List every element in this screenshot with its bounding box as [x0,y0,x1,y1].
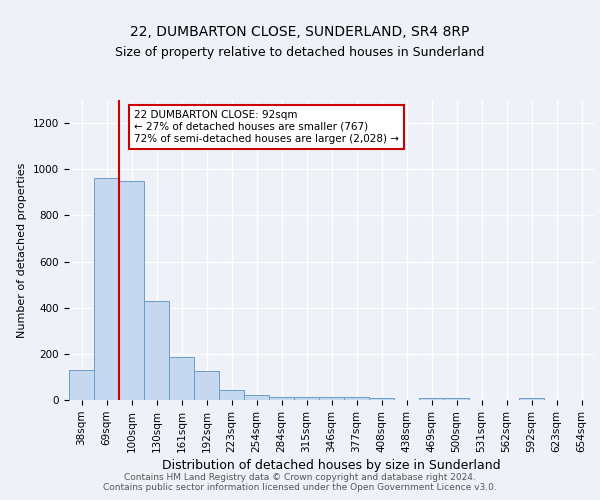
Text: 22 DUMBARTON CLOSE: 92sqm
← 27% of detached houses are smaller (767)
72% of semi: 22 DUMBARTON CLOSE: 92sqm ← 27% of detac… [134,110,399,144]
Bar [369,398,394,400]
Text: Contains HM Land Registry data © Crown copyright and database right 2024.
Contai: Contains HM Land Registry data © Crown c… [103,473,497,492]
Bar [94,178,119,400]
Bar [169,358,194,400]
Text: 22, DUMBARTON CLOSE, SUNDERLAND, SR4 8RP: 22, DUMBARTON CLOSE, SUNDERLAND, SR4 8RP [130,26,470,40]
Bar [319,397,344,400]
X-axis label: Distribution of detached houses by size in Sunderland: Distribution of detached houses by size … [162,459,501,472]
Bar [69,370,94,400]
Bar [519,398,544,400]
Bar [444,398,469,400]
Bar [244,396,269,400]
Bar [219,390,244,400]
Bar [419,398,444,400]
Y-axis label: Number of detached properties: Number of detached properties [17,162,28,338]
Text: Size of property relative to detached houses in Sunderland: Size of property relative to detached ho… [115,46,485,59]
Bar [194,371,219,400]
Bar [119,181,144,400]
Bar [344,397,369,400]
Bar [294,397,319,400]
Bar [269,397,294,400]
Bar [144,301,169,400]
